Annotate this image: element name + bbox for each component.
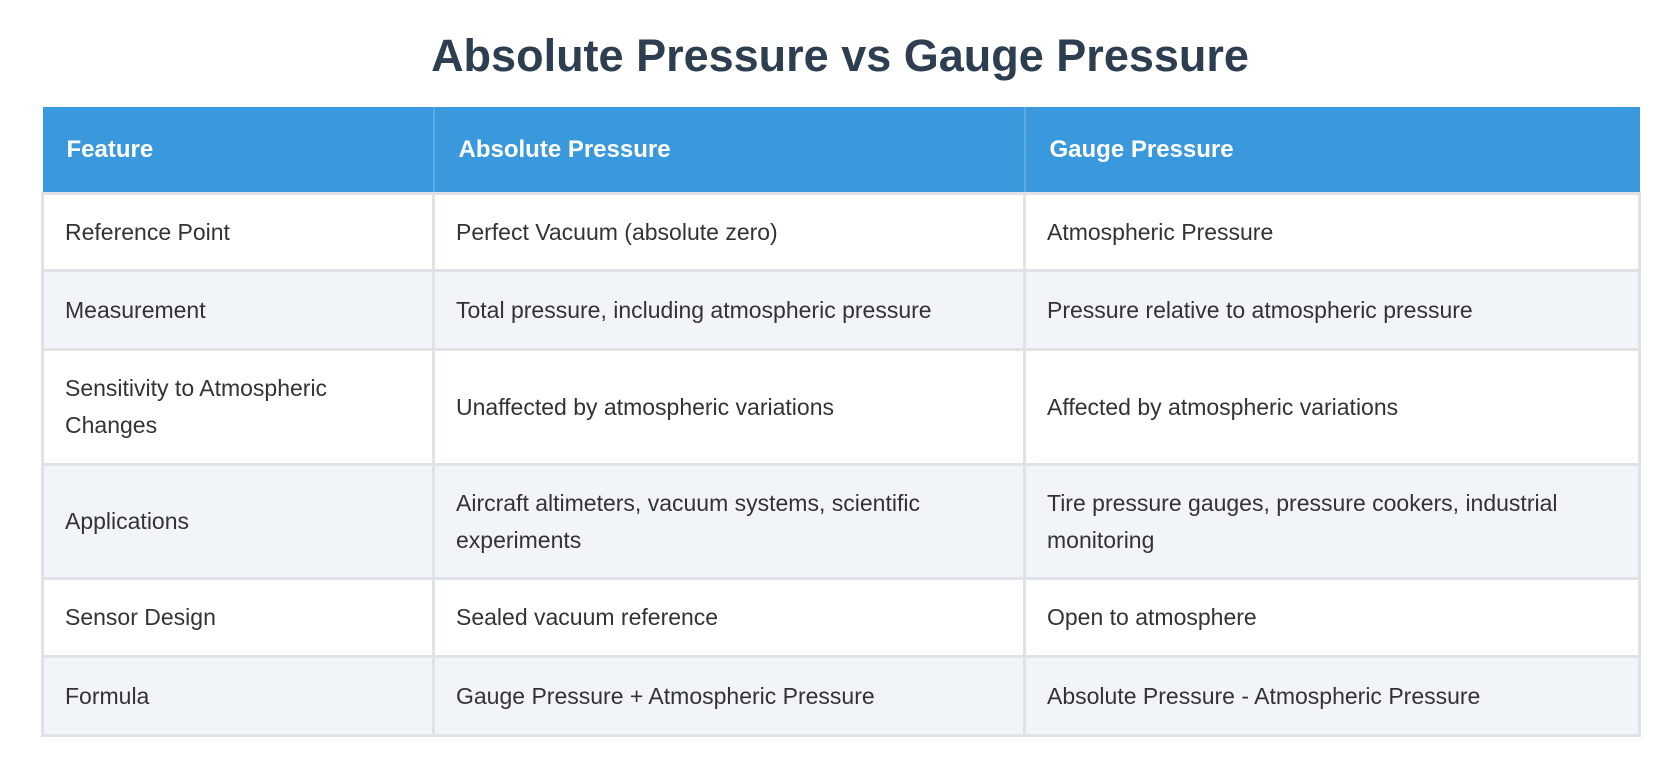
table-cell: Atmospheric Pressure — [1023, 192, 1641, 272]
table-cell: Sensitivity to Atmospheric Changes — [41, 348, 435, 466]
table-row: Sensor Design Sealed vacuum reference Open… — [41, 577, 1641, 658]
table-cell: Sealed vacuum reference — [432, 577, 1026, 658]
table-cell: Sensor Design — [41, 577, 435, 658]
table-row: Sensitivity to Atmospheric Changes Unaffe… — [41, 348, 1641, 466]
table-cell: Reference Point — [41, 192, 435, 272]
table-cell: Aircraft altimeters, vacuum systems, sci… — [432, 463, 1026, 580]
table-cell: Unaffected by atmospheric variations — [432, 348, 1026, 466]
table-cell: Applications — [41, 463, 435, 580]
table-cell: Formula — [41, 655, 435, 737]
table-row: Reference Point Perfect Vacuum (absolute … — [41, 192, 1641, 272]
header-row: Feature Absolute Pressure Gauge Pressure — [42, 107, 1640, 194]
table-row: Applications Aircraft altimeters, vacuum … — [41, 463, 1641, 580]
table-row: Formula Gauge Pressure + Atmospheric Pres… — [41, 655, 1641, 737]
table-cell: Absolute Pressure - Atmospheric Pressure — [1023, 655, 1641, 737]
table-cell: Pressure relative to atmospheric pressur… — [1023, 269, 1641, 351]
header-cell: Absolute Pressure — [433, 107, 1026, 194]
table-cell: Perfect Vacuum (absolute zero) — [432, 192, 1026, 272]
table-row: Measurement Total pressure, including atm… — [41, 269, 1641, 351]
page-title: Absolute Pressure vs Gauge Pressure — [431, 30, 1249, 81]
table-cell: Measurement — [41, 269, 435, 351]
comparison-table: Feature Absolute Pressure Gauge Pressure R… — [41, 107, 1641, 737]
header-cell: Gauge Pressure — [1024, 107, 1640, 194]
table-cell: Gauge Pressure + Atmospheric Pressure — [432, 655, 1026, 737]
table-cell: Open to atmosphere — [1023, 577, 1641, 658]
header-cell: Feature — [42, 107, 435, 194]
table-body: Reference Point Perfect Vacuum (absolute … — [41, 192, 1641, 737]
table-cell: Total pressure, including atmospheric pr… — [432, 269, 1026, 351]
table-cell: Affected by atmospheric variations — [1023, 348, 1641, 466]
table-cell: Tire pressure gauges, pressure cookers, … — [1023, 463, 1641, 580]
